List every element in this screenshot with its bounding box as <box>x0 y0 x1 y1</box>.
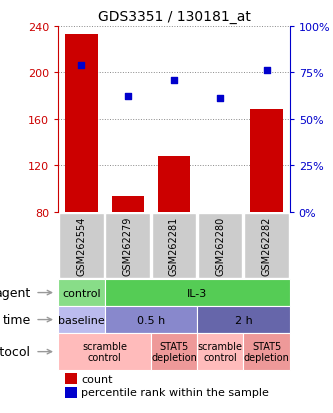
Bar <box>112 197 144 212</box>
Text: protocol: protocol <box>0 345 31 358</box>
FancyBboxPatch shape <box>105 306 197 333</box>
Bar <box>65 35 98 212</box>
Text: 2 h: 2 h <box>234 315 252 325</box>
Text: GSM262280: GSM262280 <box>215 216 225 275</box>
FancyBboxPatch shape <box>243 333 290 370</box>
FancyBboxPatch shape <box>152 214 196 278</box>
Bar <box>65 373 77 384</box>
Text: GSM262279: GSM262279 <box>123 216 133 275</box>
Title: GDS3351 / 130181_at: GDS3351 / 130181_at <box>98 10 250 24</box>
Text: percentile rank within the sample: percentile rank within the sample <box>81 387 269 397</box>
FancyBboxPatch shape <box>151 333 197 370</box>
Bar <box>250 110 283 212</box>
Point <box>218 96 223 102</box>
Point <box>264 68 269 75</box>
Text: GSM262282: GSM262282 <box>261 216 272 275</box>
Text: GSM262554: GSM262554 <box>76 216 87 275</box>
FancyBboxPatch shape <box>197 333 243 370</box>
FancyBboxPatch shape <box>59 214 104 278</box>
Text: 0.5 h: 0.5 h <box>137 315 165 325</box>
Point <box>125 94 131 100</box>
Text: baseline: baseline <box>58 315 105 325</box>
Point <box>79 62 84 69</box>
Text: GSM262281: GSM262281 <box>169 216 179 275</box>
Text: scramble
control: scramble control <box>198 341 243 363</box>
Text: STAT5
depletion: STAT5 depletion <box>151 341 197 363</box>
Bar <box>65 387 77 398</box>
FancyBboxPatch shape <box>198 214 242 278</box>
FancyBboxPatch shape <box>244 214 289 278</box>
FancyBboxPatch shape <box>58 279 105 306</box>
FancyBboxPatch shape <box>105 279 290 306</box>
Text: count: count <box>81 374 113 384</box>
Text: IL-3: IL-3 <box>187 288 207 298</box>
Text: scramble
control: scramble control <box>82 341 127 363</box>
FancyBboxPatch shape <box>197 306 290 333</box>
Point <box>171 77 176 84</box>
FancyBboxPatch shape <box>58 306 105 333</box>
Bar <box>158 157 190 212</box>
FancyBboxPatch shape <box>58 333 151 370</box>
Text: control: control <box>62 288 101 298</box>
FancyBboxPatch shape <box>106 214 150 278</box>
Text: agent: agent <box>0 286 31 299</box>
Text: STAT5
depletion: STAT5 depletion <box>244 341 289 363</box>
Text: time: time <box>2 313 31 326</box>
